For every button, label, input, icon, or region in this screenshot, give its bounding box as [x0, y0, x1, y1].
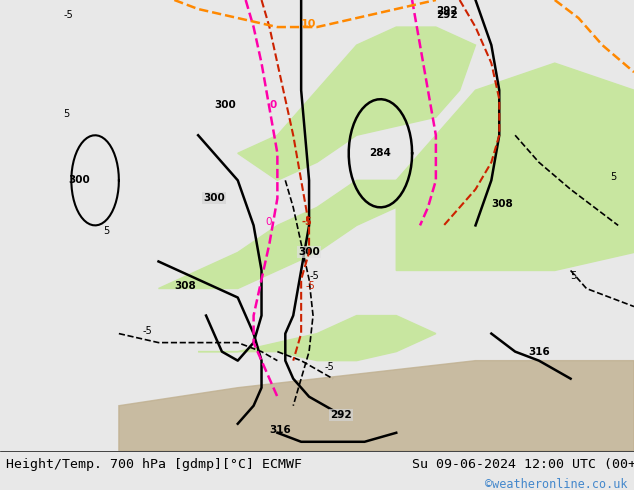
Polygon shape — [158, 180, 396, 289]
Text: -5: -5 — [325, 362, 335, 371]
Text: 284: 284 — [370, 148, 391, 158]
Polygon shape — [238, 27, 476, 180]
Text: 308: 308 — [174, 280, 196, 291]
Text: Su 09-06-2024 12:00 UTC (00+108): Su 09-06-2024 12:00 UTC (00+108) — [412, 458, 634, 471]
Text: 292: 292 — [436, 5, 458, 16]
Text: -5: -5 — [309, 271, 319, 281]
Text: 292: 292 — [436, 10, 458, 20]
Text: -5: -5 — [305, 280, 315, 291]
Text: 5: 5 — [571, 271, 577, 281]
Text: -5: -5 — [143, 325, 152, 336]
Text: 0: 0 — [269, 100, 276, 110]
Text: ©weatheronline.co.uk: ©weatheronline.co.uk — [485, 478, 628, 490]
Text: 316: 316 — [528, 346, 550, 357]
Text: 308: 308 — [491, 199, 513, 209]
Text: 300: 300 — [298, 247, 320, 257]
Text: 5: 5 — [103, 226, 109, 236]
Text: 300: 300 — [203, 194, 225, 203]
Text: 300: 300 — [214, 100, 236, 110]
Text: 5: 5 — [63, 109, 70, 119]
Text: 316: 316 — [269, 425, 291, 435]
Polygon shape — [396, 63, 634, 270]
Text: 0: 0 — [266, 218, 272, 227]
Text: Height/Temp. 700 hPa [gdmp][°C] ECMWF: Height/Temp. 700 hPa [gdmp][°C] ECMWF — [6, 458, 302, 471]
Text: -5: -5 — [301, 218, 312, 227]
Polygon shape — [198, 316, 436, 361]
Text: 300: 300 — [68, 175, 90, 185]
Text: 292: 292 — [330, 410, 352, 420]
Text: -5: -5 — [63, 10, 73, 20]
Text: 5: 5 — [610, 172, 616, 182]
Text: 10: 10 — [301, 19, 316, 29]
Polygon shape — [119, 361, 634, 451]
